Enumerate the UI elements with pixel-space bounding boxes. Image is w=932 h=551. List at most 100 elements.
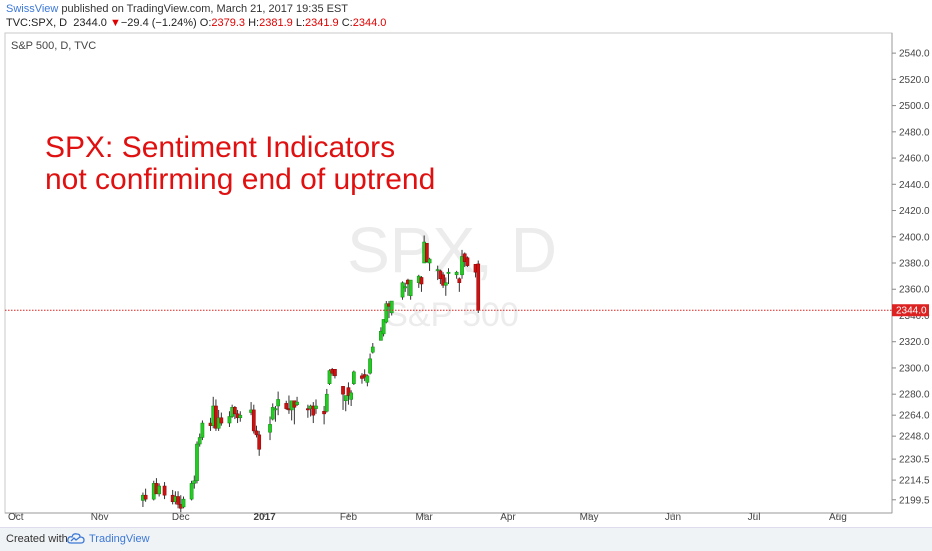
time-tick-label: May [580,512,599,523]
candle-body [454,271,459,276]
candle-body [465,257,470,266]
candle-body [381,319,386,335]
author-link[interactable]: SwissView [6,3,59,15]
time-tick-label: Jun [665,512,681,523]
candle-body [176,496,180,505]
annotation-line-2: not confirming end of uptrend [45,163,435,196]
publication-line: SwissView published on TradingView.com, … [6,3,348,15]
candle-body [324,393,329,412]
candle-body [460,256,464,276]
candle-body [214,405,218,429]
price-axis[interactable]: 2199.5 2214.5 2230.5 2248.0 2264.0 2280.0 2300… [892,49,930,507]
candle-body [446,271,451,274]
candle-body [408,279,413,297]
candle-body [195,443,199,482]
candle-body [322,410,326,415]
candle-body [257,434,262,450]
candle-body [254,430,259,436]
ohlc-legend: TVC:SPX, D 2344.0 ▼−29.4 (−1.24%) O:2379… [6,17,386,29]
candle-body [349,392,353,400]
footer-bar: Created with TradingView [0,527,932,551]
candle-body [219,417,224,424]
close-value: 2344.0 [352,17,387,29]
open-label: O: [199,17,212,29]
price-tick-label: 2264.0 [899,411,930,422]
annotation-line-1: SPX: Sentiment Indicators [45,131,395,164]
high-value: 2381.9 [259,17,293,29]
last-price: 2344.0 [73,17,107,29]
candle-body [268,424,272,433]
price-tick-label: 2400.0 [899,232,930,243]
candle-body [443,282,448,286]
price-tick-label: 2500.0 [899,101,930,112]
candle-body [435,269,440,271]
candle-body [311,405,316,416]
candle-body [295,401,299,405]
candle-body [162,485,167,496]
price-tick-label: 2300.0 [899,363,930,374]
price-tick-label: 2460.0 [899,154,930,165]
watermark-name: S&P 500 [385,296,519,334]
time-tick-label: Aug [829,512,847,523]
candle-body [197,437,202,445]
price-tick-label: 2214.5 [899,476,930,487]
symbol-watermark: SPX, D S&P 500 [347,214,557,334]
price-tick-label: 2280.0 [899,390,930,401]
created-with-label: Created with [6,533,68,545]
time-tick-label: 2017 [253,512,276,523]
candle-body [389,300,394,314]
price-chart[interactable]: SPX, D S&P 500 S&P 500, D, TVC 2199.5 221… [0,0,932,527]
close-label: C: [341,17,353,29]
candle-body [227,416,232,424]
candle-body [425,243,429,262]
candle-body [143,494,148,500]
candle-body [370,346,375,353]
price-tag-box [892,304,929,317]
candle-body [427,258,432,264]
price-tick-label: 2420.0 [899,206,930,217]
low-label: L: [295,17,306,29]
candle-body [251,409,256,432]
candle-body [327,370,332,384]
price-tick-label: 2230.5 [899,455,930,466]
candles [141,235,481,513]
candle-body [333,369,337,377]
candle-body [384,303,389,323]
time-tick-label: Oct [8,512,24,523]
time-tick-label: Jul [748,512,761,523]
candle-body [314,405,318,409]
price-tick-label: 2520.0 [899,75,930,86]
candle-body [273,408,278,411]
candle-body [233,407,237,415]
candle-body [192,480,197,484]
time-tick-label: Nov [91,512,109,523]
price-tag-label: 2344.0 [896,306,927,317]
price-tick-label: 2248.0 [899,432,930,443]
time-tick-label: Apr [500,512,516,523]
tradingview-cloud-icon[interactable] [67,532,85,544]
price-tick-label: 2480.0 [899,127,930,138]
candle-body [284,403,289,409]
time-tick-label: Mar [416,512,434,523]
candle-body [379,330,383,341]
price-tick-label: 2380.0 [899,259,930,270]
candle-body [403,286,408,289]
down-arrow-icon: ▼ [109,17,121,29]
candle-body [181,498,186,508]
price-tick-label: 2440.0 [899,180,930,191]
time-tick-label: Dec [172,512,190,523]
price-tick-label: 2320.0 [899,337,930,348]
candle-body [457,278,462,283]
candle-body [189,483,194,500]
tradingview-brand[interactable]: TradingView [89,533,150,545]
candle-body [157,485,161,495]
candle-body [238,414,243,419]
candle-body [365,375,370,383]
candle-body [270,407,275,420]
time-axis[interactable]: Oct Nov Dec 2017 Feb Mar Apr May Jun Jul Aug [8,512,847,523]
price-tick-label: 2340.0 [899,311,930,322]
pane-title: S&P 500, D, TVC [11,40,96,52]
candle-body [368,358,372,374]
watermark-symbol: SPX, D [347,214,557,286]
open-value: 2379.3 [211,17,246,29]
